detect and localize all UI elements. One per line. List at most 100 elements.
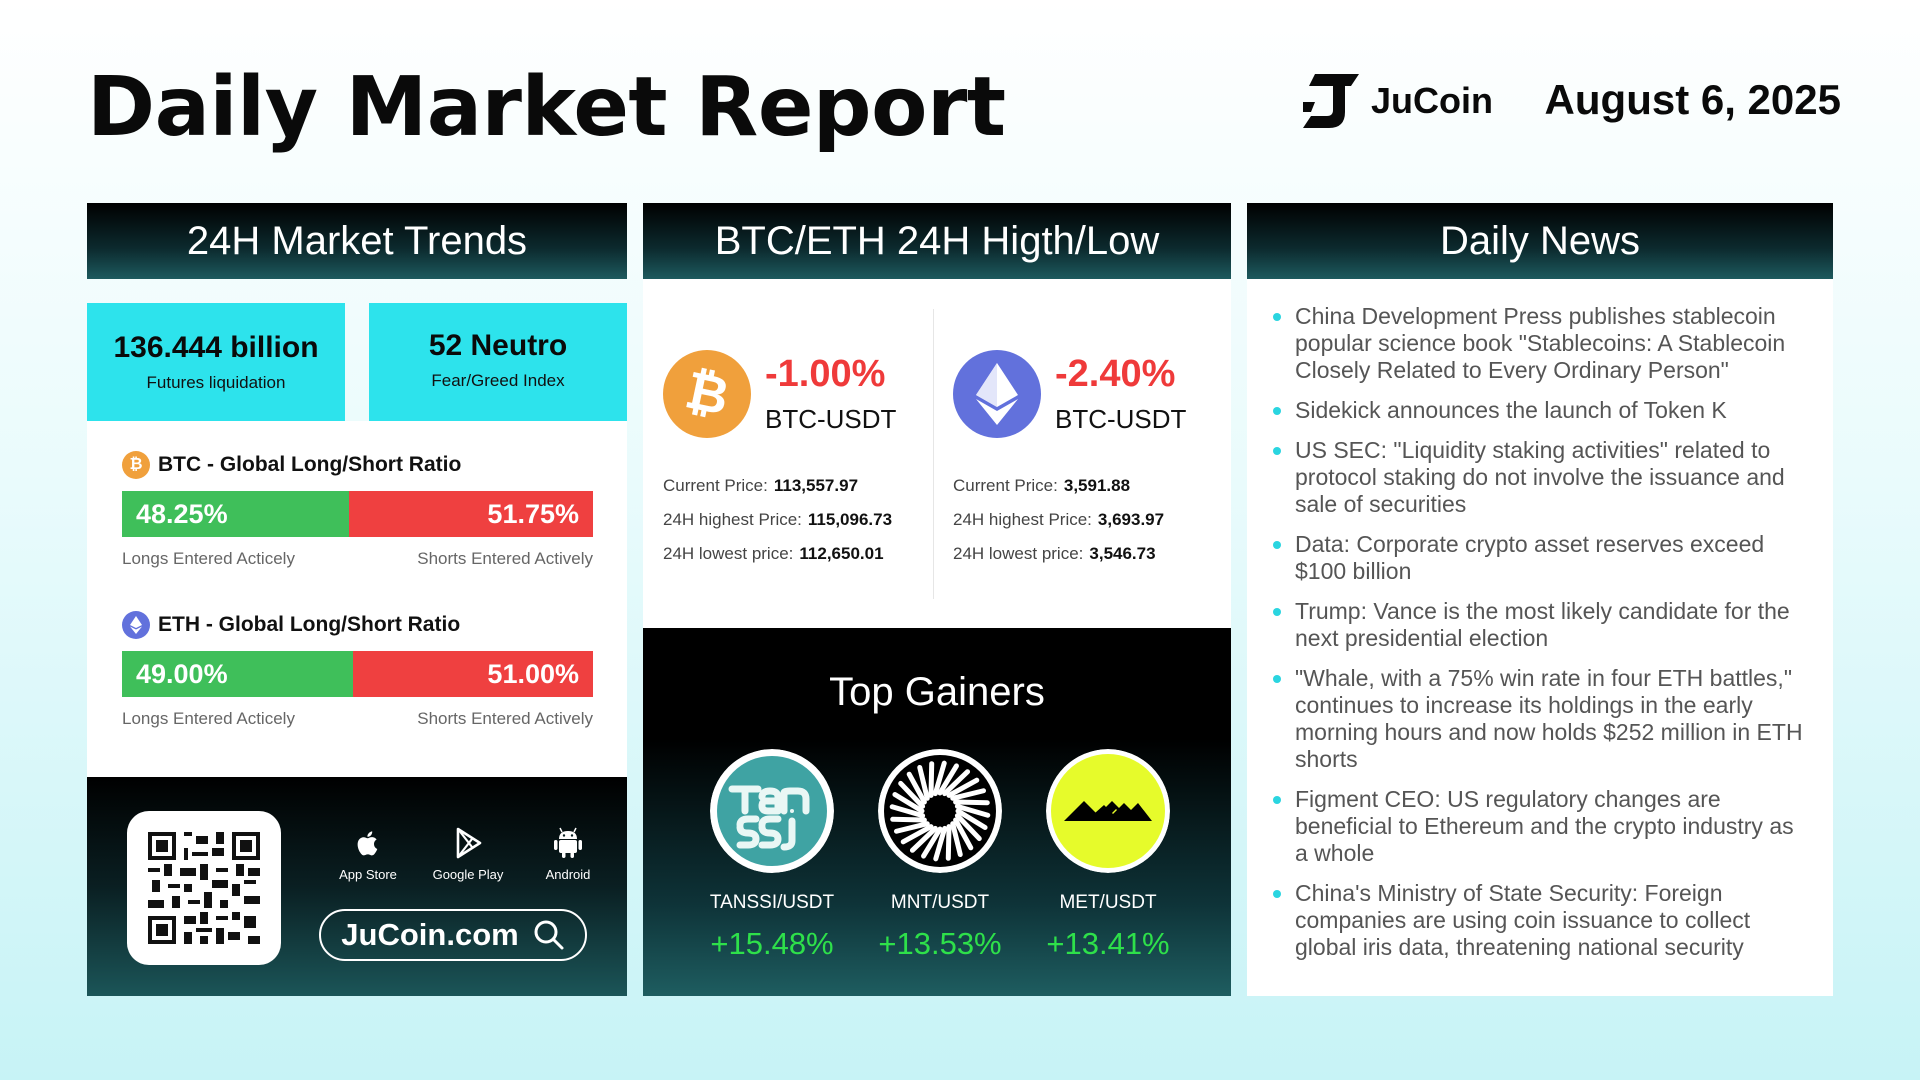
btc-low-label: 24H lowest price: [663, 544, 794, 563]
eth-column: -2.40% BTC-USDT Current Price: 3,591.88 2… [933, 279, 1223, 628]
btc-ratio-title-row: ₿ BTC - Global Long/Short Ratio [122, 451, 593, 479]
high-low-panel: BTC/ETH 24H Higth/Low ₿ -1.00% BTC-USDT … [643, 203, 1231, 996]
liquidation-label: Futures liquidation [146, 373, 286, 392]
high-low-section: ₿ -1.00% BTC-USDT Current Price: 113,557.… [643, 279, 1231, 628]
fear-greed-label: Fear/Greed Index [431, 371, 565, 390]
news-text: US SEC: "Liquidity staking activities" r… [1295, 437, 1785, 517]
btc-current-label: Current Price: [663, 476, 768, 495]
news-text: Trump: Vance is the most likely candidat… [1295, 598, 1790, 651]
gainer-pair: MNT/USDT [890, 892, 990, 913]
eth-high-label: 24H highest Price: [953, 510, 1092, 529]
news-item[interactable]: China Development Press publishes stable… [1273, 303, 1803, 384]
eth-bar-labels: Longs Entered Acticely Shorts Entered Ac… [122, 709, 593, 729]
gainer-item: TANSSI/USDT +15.48% [709, 749, 835, 962]
btc-high-label: 24H highest Price: [663, 510, 802, 529]
eth-long-bar: 49.00% [122, 651, 353, 697]
high-low-heading: BTC/ETH 24H Higth/Low [643, 203, 1231, 279]
bitcoin-icon: ₿ [122, 451, 150, 479]
eth-low-row: 24H lowest price: 3,546.73 [953, 544, 1223, 578]
ethereum-icon [953, 350, 1041, 438]
daily-news-heading: Daily News [1247, 203, 1833, 279]
android-link[interactable]: Android [527, 825, 609, 882]
news-text: Sidekick announces the launch of Token K [1295, 397, 1727, 423]
ethereum-icon [122, 611, 150, 639]
news-text: China's Ministry of State Security: Fore… [1295, 880, 1751, 960]
eth-ratio-bar: 49.00% 51.00% [122, 651, 593, 697]
app-store-link[interactable]: App Store [327, 825, 409, 882]
fear-greed-value: 52 Neutro [428, 329, 568, 362]
news-text: Figment CEO: US regulatory changes are b… [1295, 786, 1794, 866]
btc-high-price: 115,096.73 [807, 510, 893, 529]
bullet-dot [1273, 608, 1281, 616]
news-item[interactable]: "Whale, with a 75% win rate in four ETH … [1273, 665, 1803, 773]
google-play-label: Google Play [432, 867, 504, 882]
btc-summary: ₿ -1.00% BTC-USDT [663, 350, 933, 438]
qr-code[interactable] [127, 811, 281, 965]
apple-icon [357, 831, 378, 856]
site-label: JuCoin.com [341, 917, 519, 952]
report-date: August 6, 2025 [1544, 76, 1841, 123]
eth-pair: BTC-USDT [1055, 404, 1187, 434]
bitcoin-icon: ₿ [663, 350, 751, 438]
news-item[interactable]: Figment CEO: US regulatory changes are b… [1273, 786, 1803, 867]
android-label: Android [545, 867, 591, 882]
fear-greed-stat: 52 Neutro Fear/Greed Index [369, 303, 627, 421]
news-item[interactable]: Sidekick announces the launch of Token K [1273, 397, 1803, 424]
bullet-dot [1273, 407, 1281, 415]
ratio-section: ₿ BTC - Global Long/Short Ratio 48.25% 5… [87, 421, 627, 777]
bullet-dot [1273, 796, 1281, 804]
liquidation-value: 136.444 billion [113, 331, 319, 364]
gainer-item: MET/USDT +13.41% [1045, 749, 1171, 962]
liquidation-stat: 136.444 billion Futures liquidation [87, 303, 345, 421]
search-icon [534, 920, 564, 950]
gainer-change: +15.48% [710, 926, 834, 961]
eth-current-price: 3,591.88 [1063, 476, 1131, 495]
top-gainers-heading: Top Gainers [829, 670, 1045, 714]
daily-news-panel: Daily News China Development Press publi… [1247, 203, 1833, 996]
news-text: China Development Press publishes stable… [1295, 303, 1786, 383]
market-trends-heading: 24H Market Trends [87, 203, 627, 279]
download-footer: App Store Google Play [87, 777, 627, 996]
eth-prices: Current Price: 3,591.88 24H highest Price… [953, 476, 1223, 578]
btc-long-label: Longs Entered Acticely [122, 549, 295, 568]
google-play-link[interactable]: Google Play [427, 825, 509, 882]
btc-high-row: 24H highest Price: 115,096.73 [663, 510, 933, 544]
eth-change: -2.40% [1055, 353, 1176, 395]
jucoin-site-button[interactable]: JuCoin.com [319, 909, 587, 961]
btc-ratio-title: BTC - Global Long/Short Ratio [158, 453, 462, 476]
news-text: Data: Corporate crypto asset reserves ex… [1295, 531, 1765, 584]
eth-low-price: 3,546.73 [1089, 544, 1156, 563]
top-gainers-section: Top Gainers TANSSI/USDT +15.48% [643, 628, 1231, 996]
eth-ratio-title: ETH - Global Long/Short Ratio [158, 613, 461, 636]
gainer-change: +13.41% [1046, 926, 1170, 961]
gainer-pair: MET/USDT [1059, 892, 1157, 913]
btc-current-row: Current Price: 113,557.97 [663, 476, 933, 510]
coin-divider [933, 309, 934, 599]
btc-low-row: 24H lowest price: 112,650.01 [663, 544, 933, 578]
bullet-dot [1273, 890, 1281, 898]
gainer-pair: TANSSI/USDT [709, 892, 835, 913]
mantle-icon [878, 749, 1002, 873]
eth-high-row: 24H highest Price: 3,693.97 [953, 510, 1223, 544]
btc-current-price: 113,557.97 [773, 476, 859, 495]
eth-low-label: 24H lowest price: [953, 544, 1084, 563]
news-item[interactable]: US SEC: "Liquidity staking activities" r… [1273, 437, 1803, 518]
bullet-dot [1273, 675, 1281, 683]
store-links: App Store Google Play [327, 825, 609, 882]
eth-short-bar: 51.00% [352, 651, 593, 697]
eth-long-label: Longs Entered Acticely [122, 709, 295, 728]
btc-ratio-block: ₿ BTC - Global Long/Short Ratio 48.25% 5… [122, 451, 593, 569]
gainers-list: TANSSI/USDT +15.48% MNT/USDT +13.53% [643, 715, 1231, 962]
stat-row: 136.444 billion Futures liquidation 52 N… [87, 303, 627, 421]
eth-ratio-title-row: ETH - Global Long/Short Ratio [122, 611, 593, 639]
gainer-change: +13.53% [878, 926, 1002, 961]
bullet-dot [1273, 541, 1281, 549]
eth-high-price: 3,693.97 [1097, 510, 1165, 529]
news-item[interactable]: China's Ministry of State Security: Fore… [1273, 880, 1803, 961]
app-store-label: App Store [339, 867, 397, 882]
brand-logo-group: JuCoin [1301, 72, 1493, 130]
btc-short-label: Shorts Entered Actively [417, 549, 593, 568]
news-item[interactable]: Trump: Vance is the most likely candidat… [1273, 598, 1803, 652]
news-item[interactable]: Data: Corporate crypto asset reserves ex… [1273, 531, 1803, 585]
btc-short-bar: 51.75% [349, 491, 593, 537]
